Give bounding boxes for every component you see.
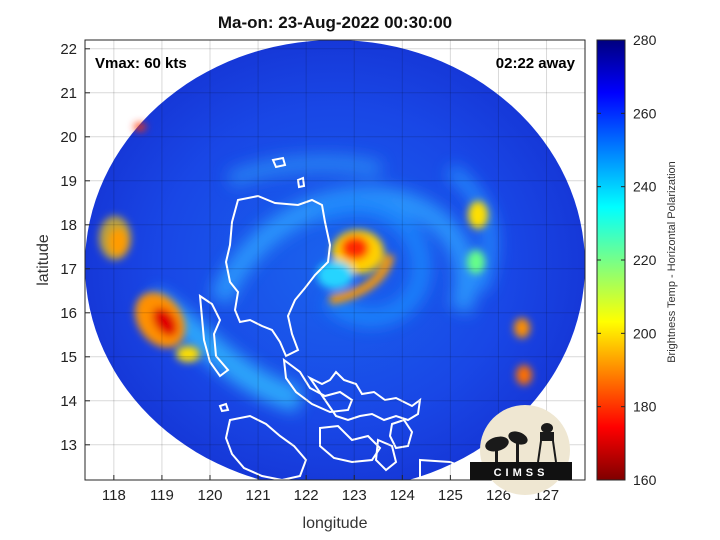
x-axis-label: longitude xyxy=(303,515,368,532)
x-tick-label: 118 xyxy=(102,487,126,504)
colorbar-tick-label: 200 xyxy=(633,325,657,341)
axes-box xyxy=(84,39,586,481)
y-tick-label: 17 xyxy=(60,261,77,278)
colorbar-ticks: 280 260 240 220 200 180 160 xyxy=(597,32,657,488)
colorbar-tick-label: 260 xyxy=(633,105,657,121)
swath-heatmap xyxy=(85,40,585,480)
colorbar-label: Brightness Temp - Horizontal Polarizatio… xyxy=(666,161,678,363)
x-tick-label: 122 xyxy=(294,487,319,504)
y-tick-label: 16 xyxy=(60,305,77,322)
x-tick-label: 119 xyxy=(150,487,174,504)
y-tick-label: 14 xyxy=(60,393,77,410)
coastline xyxy=(196,156,472,480)
y-axis-label: latitude xyxy=(35,234,52,286)
grid-lines xyxy=(85,40,585,480)
x-tick-label: 124 xyxy=(390,487,415,504)
colorbar xyxy=(597,40,625,480)
colorbar-tick-label: 240 xyxy=(633,179,657,195)
y-tick-label: 22 xyxy=(60,41,77,58)
x-tick-label: 126 xyxy=(486,487,511,504)
y-axis-ticks: 13 14 15 16 17 18 19 20 21 22 xyxy=(60,41,90,454)
x-tick-label: 121 xyxy=(246,487,271,504)
y-tick-label: 19 xyxy=(60,173,77,190)
logo-text: CIMSS xyxy=(494,467,549,479)
y-tick-label: 13 xyxy=(60,437,77,454)
y-tick-label: 15 xyxy=(60,349,77,366)
x-tick-label: 120 xyxy=(197,487,222,504)
x-tick-label: 123 xyxy=(342,487,367,504)
y-tick-label: 18 xyxy=(60,217,77,234)
vmax-annotation: Vmax: 60 kts xyxy=(95,55,187,72)
colorbar-tick-label: 220 xyxy=(633,252,657,268)
x-tick-label: 125 xyxy=(438,487,463,504)
y-tick-label: 20 xyxy=(60,129,77,146)
y-tick-label: 21 xyxy=(60,85,77,102)
colorbar-tick-label: 280 xyxy=(633,32,657,48)
plot-title: Ma-on: 23-Aug-2022 00:30:00 xyxy=(217,13,453,32)
cimss-logo: CIMSS xyxy=(470,405,572,495)
time-away-annotation: 02:22 away xyxy=(496,55,576,72)
colorbar-tick-label: 180 xyxy=(633,399,657,415)
colorbar-tick-label: 160 xyxy=(633,472,657,488)
